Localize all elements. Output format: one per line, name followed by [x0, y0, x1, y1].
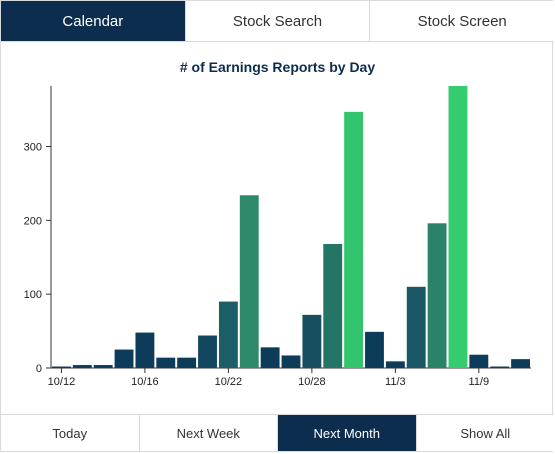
- bar-11/10: [490, 366, 510, 368]
- show-all-button[interactable]: Show All: [416, 415, 554, 451]
- chart-title: # of Earnings Reports by Day: [179, 59, 376, 75]
- x-tick-label: 10/22: [215, 376, 243, 388]
- bar-10/12: [52, 366, 71, 368]
- bar-10/14: [93, 365, 113, 368]
- bar-10/13: [72, 365, 92, 368]
- tab-bar: Calendar Stock Search Stock Screen: [1, 1, 555, 42]
- bar-11/6: [448, 86, 468, 368]
- y-tick-label: 300: [24, 142, 42, 154]
- bar-10/23: [239, 195, 259, 368]
- x-tick-label: 10/12: [48, 376, 76, 388]
- bar-11/9: [469, 354, 489, 368]
- next-week-button[interactable]: Next Week: [139, 415, 278, 451]
- y-tick-label: 100: [24, 289, 42, 301]
- bar-10/22: [218, 301, 238, 368]
- bar-10/26: [260, 347, 280, 368]
- bar-10/29: [323, 243, 343, 368]
- bar-10/20: [177, 357, 197, 368]
- bar-11/3: [385, 361, 405, 368]
- bar-10/27: [281, 355, 301, 368]
- y-tick-label: 200: [24, 215, 42, 227]
- x-tick-label: 11/3: [385, 376, 406, 388]
- bar-10/30: [344, 111, 364, 368]
- next-month-button[interactable]: Next Month: [278, 415, 417, 451]
- bar-10/19: [156, 357, 176, 368]
- tab-stock-screen[interactable]: Stock Screen: [370, 1, 555, 41]
- bar-10/16: [135, 332, 155, 368]
- x-tick-label: 10/16: [131, 376, 159, 388]
- y-tick-label: 0: [36, 363, 42, 375]
- bar-10/28: [302, 314, 322, 368]
- bar-10/21: [198, 335, 217, 368]
- tab-stock-search[interactable]: Stock Search: [185, 1, 371, 41]
- bar-10/15: [114, 349, 134, 368]
- x-tick-label: 11/9: [469, 376, 490, 388]
- bar-11/5: [427, 223, 447, 368]
- bar-11/4: [406, 286, 426, 368]
- range-button-bar: Today Next Week Next Month Show All: [1, 414, 554, 451]
- today-button[interactable]: Today: [1, 415, 140, 451]
- earnings-bar-chart: 0 100 200 300 10/12 10/16 10/22 10/28 11/3 11/9: [24, 86, 531, 388]
- bar-11/2: [365, 331, 384, 368]
- tab-calendar[interactable]: Calendar: [1, 1, 186, 41]
- x-tick-label: 10/28: [298, 376, 326, 388]
- bar-11/11: [511, 359, 530, 368]
